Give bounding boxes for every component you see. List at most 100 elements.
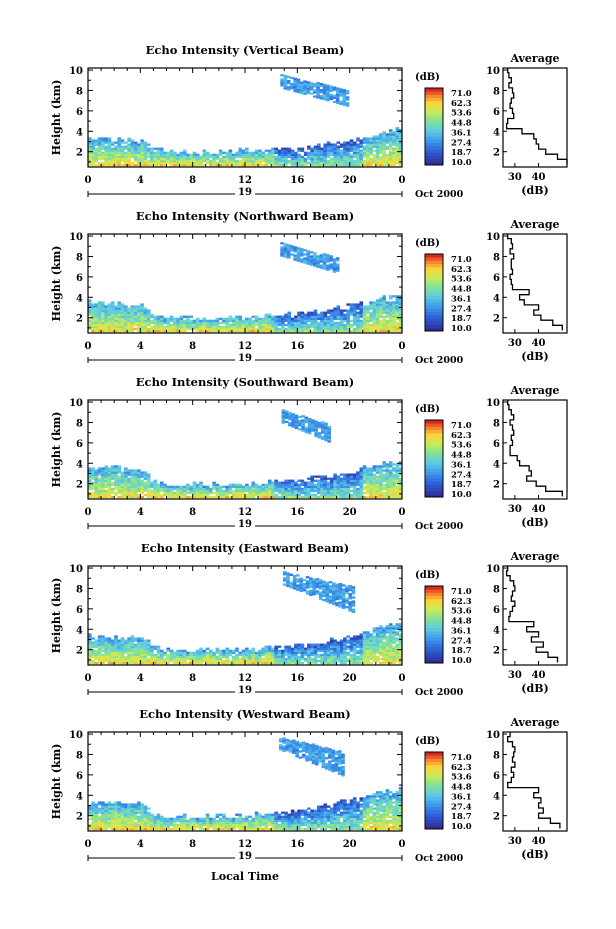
heatmap-cell — [388, 471, 393, 474]
heatmap-cell — [392, 469, 396, 472]
heatmap-cell — [333, 317, 337, 320]
heatmap-cell — [88, 635, 92, 638]
heatmap-cell — [225, 653, 229, 657]
heatmap-cell — [150, 651, 154, 654]
heatmap-cell — [287, 651, 292, 654]
heatmap-cell — [398, 489, 403, 493]
heatmap-cell — [343, 639, 347, 642]
heatmap-cell — [101, 161, 105, 165]
heatmap-cell — [313, 327, 318, 331]
heatmap-cell — [124, 485, 128, 488]
heatmap-cell — [114, 151, 118, 154]
heatmap-cell — [323, 487, 328, 491]
heatmap-cell — [392, 479, 396, 482]
heatmap-cell — [300, 649, 305, 652]
heatmap-cell — [369, 137, 373, 140]
average-y-tick-label: 8 — [493, 86, 500, 97]
heatmap-cell — [231, 159, 236, 163]
heatmap-cell — [107, 657, 112, 661]
heatmap-cell — [97, 329, 102, 333]
heatmap-cell — [264, 649, 269, 652]
heatmap-cell — [251, 325, 256, 329]
heatmap-cell — [205, 323, 210, 327]
heatmap-cell — [209, 491, 213, 495]
heatmap-cell — [163, 485, 167, 488]
heatmap-cell — [392, 481, 396, 484]
heatmap-cell — [166, 327, 171, 331]
heatmap-cell — [366, 157, 370, 161]
heatmap-cell — [160, 659, 164, 663]
heatmap-cell — [369, 479, 373, 482]
heatmap-cell — [166, 325, 171, 329]
heatmap-cell — [359, 155, 364, 159]
heatmap-cell — [346, 303, 350, 306]
heatmap-cell — [94, 147, 99, 150]
heatmap-cell — [133, 159, 138, 163]
heatmap-cell — [117, 639, 121, 642]
heatmap-cell — [349, 653, 354, 657]
heatmap-cell — [294, 329, 298, 333]
heatmap-cell — [88, 491, 92, 495]
heatmap-cell — [215, 157, 220, 161]
x-tick-label: 8 — [189, 175, 196, 186]
heatmap-cell — [143, 639, 148, 642]
heatmap-cell — [299, 581, 303, 584]
heatmap-cell — [294, 317, 298, 320]
heatmap-cell — [382, 161, 386, 165]
heatmap-cell — [117, 151, 121, 154]
heatmap-cell — [311, 423, 315, 426]
heatmap-cell — [339, 325, 344, 329]
heatmap-cell — [205, 485, 210, 488]
heatmap-cell — [375, 151, 380, 154]
heatmap-cell — [326, 88, 330, 92]
heatmap-cell — [281, 153, 285, 156]
heatmap-cell — [313, 161, 318, 165]
heatmap-cell — [316, 259, 320, 262]
colorbar-tick-label: 62.3 — [451, 431, 472, 441]
heatmap-cell — [282, 583, 287, 586]
heatmap-cell — [264, 485, 269, 488]
heatmap-cell — [379, 649, 383, 652]
heatmap-cell — [366, 151, 370, 154]
heatmap-cell — [336, 325, 341, 329]
heatmap-cell — [160, 493, 164, 497]
heatmap-cell — [359, 477, 364, 480]
heatmap-cell — [322, 89, 327, 93]
heatmap-cell — [297, 315, 301, 318]
heatmap-cell — [209, 495, 213, 499]
heatmap-cell — [398, 661, 403, 665]
heatmap-cell — [309, 263, 314, 266]
heatmap-cell — [107, 477, 112, 480]
heatmap-cell — [372, 653, 377, 657]
heatmap-cell — [212, 155, 216, 159]
colorbar-segment — [425, 474, 443, 479]
heatmap-cell — [179, 485, 184, 488]
heatmap-cell — [176, 487, 180, 491]
colorbar-segment — [425, 650, 443, 654]
heatmap-cell — [94, 315, 99, 318]
heatmap-cell — [101, 653, 105, 657]
heatmap-cell — [88, 317, 92, 320]
heatmap-cell — [117, 317, 121, 320]
heatmap-cell — [398, 629, 403, 632]
heatmap-cell — [325, 598, 330, 601]
heatmap-cell — [312, 586, 316, 590]
heatmap-cell — [392, 491, 396, 495]
heatmap-cell — [375, 489, 380, 493]
heatmap-cell — [120, 149, 125, 152]
y-tick-label: 8 — [76, 86, 83, 97]
heatmap-cell — [356, 479, 360, 482]
heatmap-cell — [379, 319, 383, 322]
heatmap-cell — [127, 313, 131, 316]
heatmap-cell — [114, 479, 118, 482]
heatmap-cell — [314, 426, 318, 429]
heatmap-cell — [143, 643, 148, 646]
heatmap-cell — [297, 489, 301, 493]
heatmap-cell — [346, 653, 350, 657]
heatmap-cell — [392, 157, 396, 161]
heatmap-cell — [199, 323, 203, 327]
heatmap-cell — [375, 655, 380, 659]
heatmap-cell — [189, 491, 193, 495]
heatmap-cell — [339, 645, 344, 648]
heatmap-cell — [287, 323, 292, 327]
